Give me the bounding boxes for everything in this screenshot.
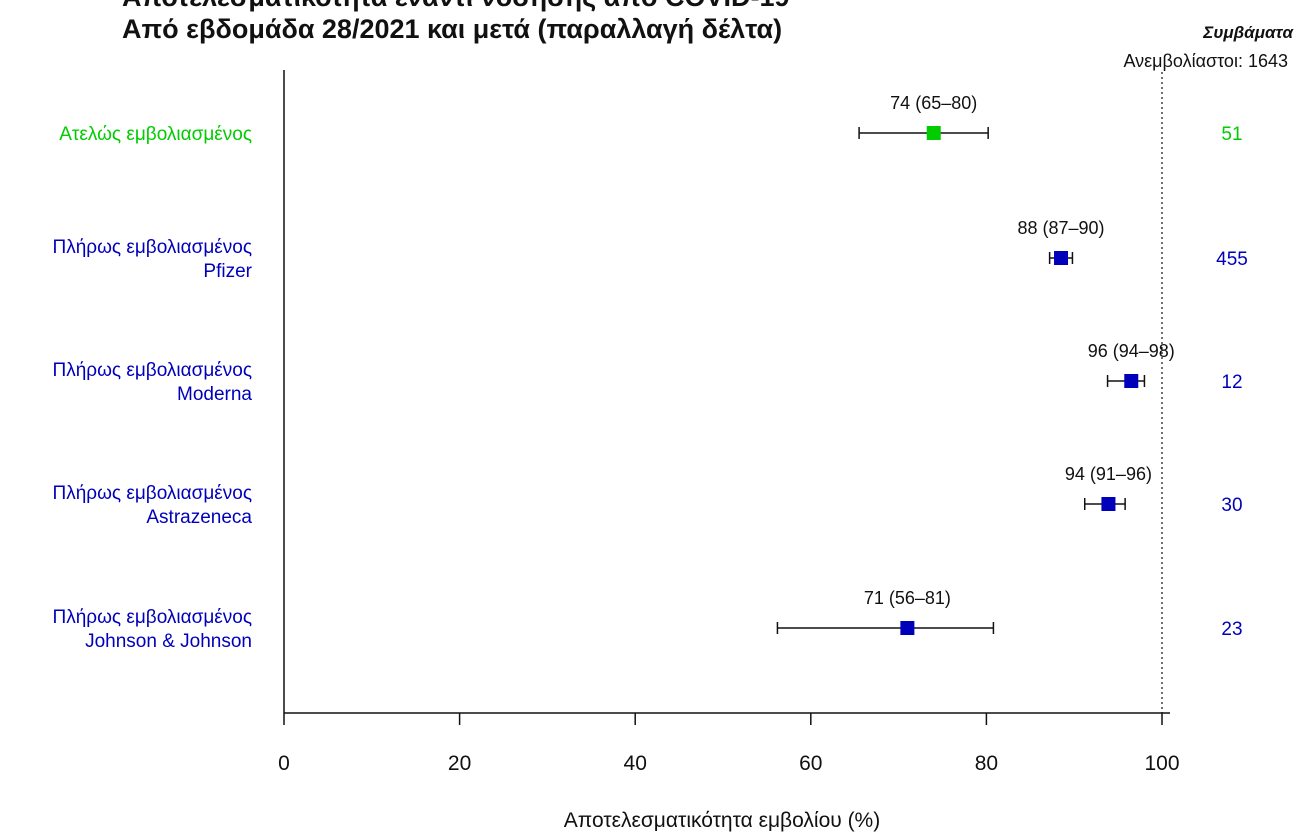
chart-title-line-2: Από εβδομάδα 28/2021 και μετά (παραλλαγή…: [122, 14, 782, 44]
row-label: Πλήρως εμβολιασμένος: [53, 237, 253, 258]
x-tick-label: 0: [278, 752, 290, 775]
cases-count: 23: [1221, 619, 1242, 640]
row-label: Johnson & Johnson: [85, 631, 252, 652]
x-tick-label: 80: [975, 752, 998, 775]
point-estimate: [1054, 251, 1069, 265]
row-label: Πλήρως εμβολιασμένος: [53, 607, 253, 628]
point-estimate: [1124, 374, 1139, 388]
row-label: Astrazeneca: [146, 507, 252, 528]
estimate-label: 96 (94–98): [1088, 341, 1175, 361]
x-axis-label: Αποτελεσματικότητα εμβολίου (%): [564, 809, 880, 832]
x-tick-label: 100: [1144, 752, 1179, 775]
estimate-label: 94 (91–96): [1065, 464, 1152, 484]
row-label: Pfizer: [203, 261, 252, 282]
cases-header: Συμβάματα: [1202, 23, 1294, 42]
row-label: Moderna: [177, 384, 252, 405]
x-tick-label: 40: [624, 752, 647, 775]
row-label: Πλήρως εμβολιασμένος: [53, 483, 253, 504]
row-label: Πλήρως εμβολιασμένος: [53, 360, 253, 381]
unvaccinated-note: Ανεμβολίαστοι: 1643: [1123, 51, 1288, 71]
cases-count: 51: [1221, 124, 1242, 145]
estimate-label: 74 (65–80): [890, 93, 977, 113]
point-estimate: [926, 126, 941, 140]
x-tick-label: 20: [448, 752, 471, 775]
cases-count: 12: [1221, 372, 1242, 393]
cases-count: 30: [1221, 495, 1242, 516]
cases-count: 455: [1216, 249, 1248, 270]
estimate-label: 88 (87–90): [1017, 218, 1104, 238]
x-tick-label: 60: [799, 752, 822, 775]
row-label: Ατελώς εμβολιασμένος: [59, 124, 252, 145]
plot-area: 0 20 40 60 80 100 Ατελώς εμβολιασμένος 74 (65–8…: [53, 70, 1248, 775]
point-estimate: [900, 621, 915, 635]
estimate-label: 71 (56–81): [864, 588, 951, 608]
chart-title-line-1: Αποτελεσματικότητα έναντι νόσησης από CO…: [122, 0, 789, 12]
point-estimate: [1101, 497, 1116, 511]
